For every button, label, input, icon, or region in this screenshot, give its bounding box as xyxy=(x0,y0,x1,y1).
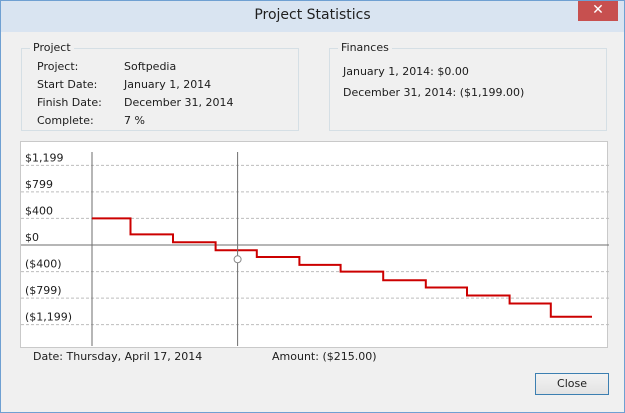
cursor-point xyxy=(233,255,242,264)
finances-group-legend: Finances xyxy=(338,41,392,54)
start-date-value: January 1, 2014 xyxy=(124,78,212,91)
y-tick-label: $400 xyxy=(25,204,53,217)
status-amount-label: Amount: xyxy=(272,350,319,363)
finance-end-row: December 31, 2014: ($1,199.00) xyxy=(343,86,525,99)
series-line xyxy=(92,217,592,318)
start-date-label: Start Date: xyxy=(37,78,98,91)
status-amount-value: ($215.00) xyxy=(322,350,377,363)
complete-value: 7 % xyxy=(124,114,145,127)
window-title: Project Statistics xyxy=(254,7,371,23)
project-label: Project: xyxy=(37,60,79,73)
close-window-icon[interactable]: ✕ xyxy=(578,1,618,21)
finance-start-row: January 1, 2014: $0.00 xyxy=(343,65,469,78)
status-date-label: Date: xyxy=(33,350,63,363)
chart-status-bar: Date: Thursday, April 17, 2014 Amount: (… xyxy=(20,348,608,366)
y-tick-label: $1,199 xyxy=(25,151,64,164)
project-value: Softpedia xyxy=(124,60,177,73)
complete-label: Complete: xyxy=(37,114,94,127)
title-bar: Project Statistics ✕ xyxy=(1,1,624,32)
status-date-value: Thursday, April 17, 2014 xyxy=(66,350,203,363)
project-group: Project Project: Softpedia Start Date: J… xyxy=(21,41,299,131)
y-tick-label: $799 xyxy=(25,178,53,191)
finish-date-label: Finish Date: xyxy=(37,96,102,109)
project-group-legend: Project xyxy=(30,41,74,54)
chart-canvas[interactable]: $1,199 $799 $400 $0 ($400) ($799) ($1,199) xyxy=(21,142,609,349)
close-button[interactable]: Close xyxy=(535,373,609,395)
finance-chart[interactable]: $1,199 $799 $400 $0 ($400) ($799) ($1,199) xyxy=(20,141,609,349)
finances-group: Finances January 1, 2014: $0.00 December… xyxy=(329,41,607,131)
y-tick-label: ($400) xyxy=(25,258,62,271)
y-tick-label: ($1,199) xyxy=(25,311,72,324)
finish-date-value: December 31, 2014 xyxy=(124,96,234,109)
status-date: Date: Thursday, April 17, 2014 xyxy=(33,350,202,363)
status-amount: Amount: ($215.00) xyxy=(272,350,377,363)
y-tick-label: ($799) xyxy=(25,284,62,297)
y-tick-label: $0 xyxy=(25,231,39,244)
